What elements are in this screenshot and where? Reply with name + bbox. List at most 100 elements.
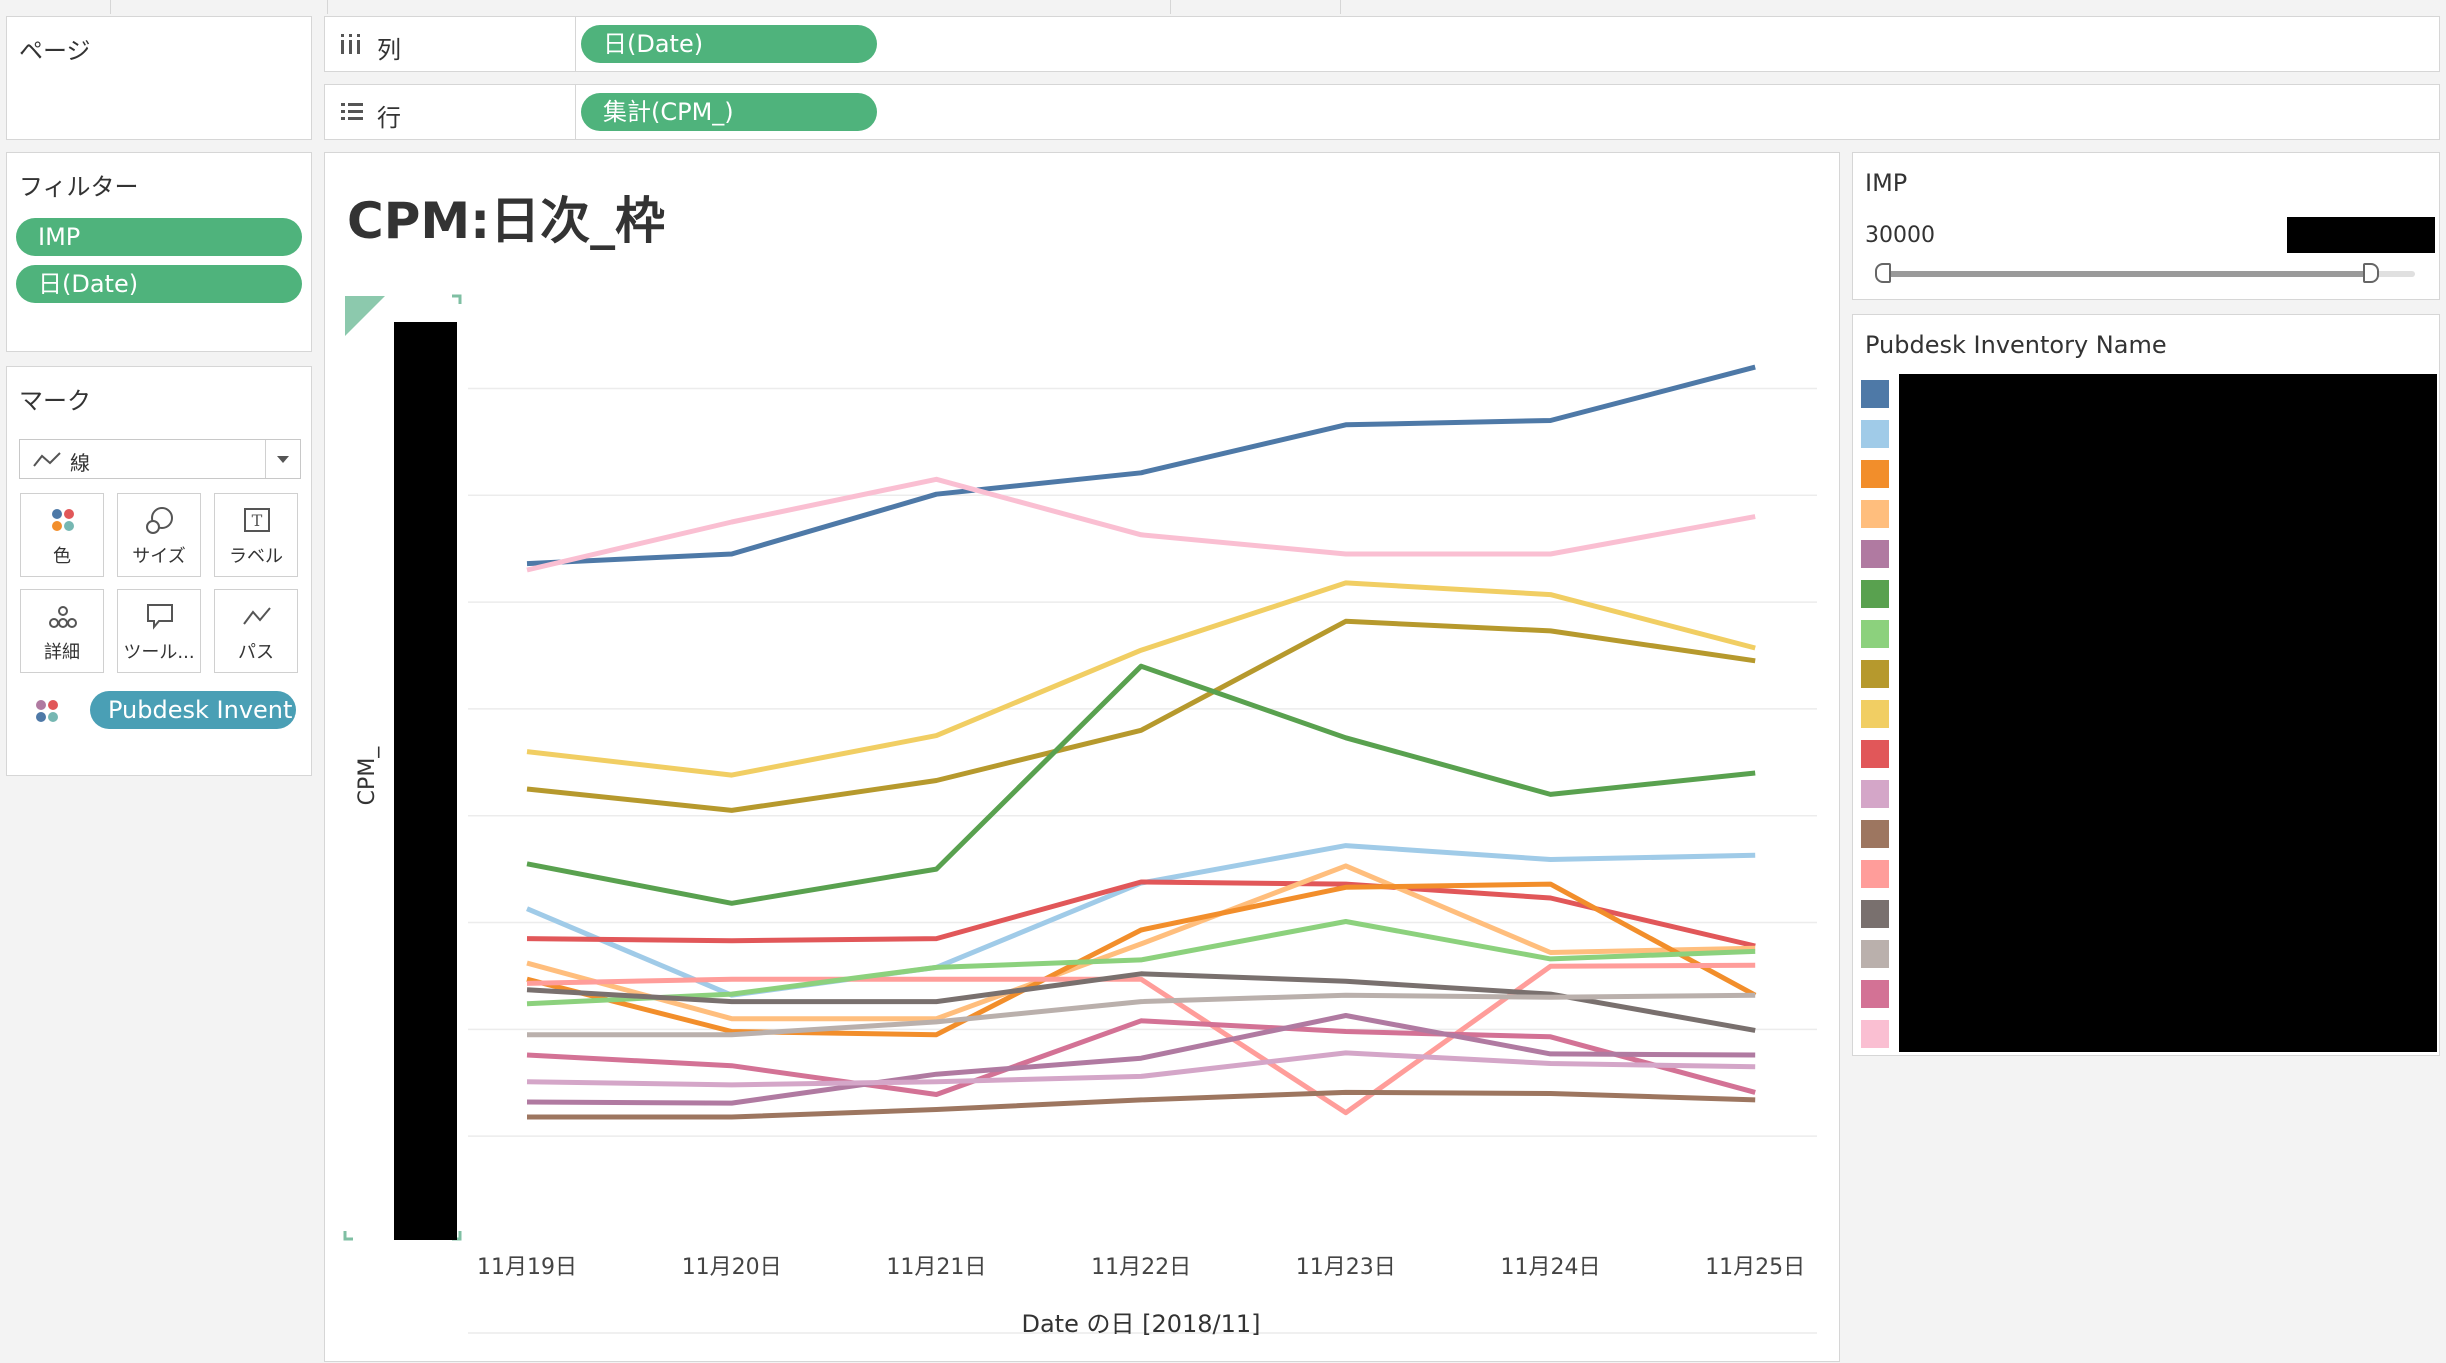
chevron-down-icon[interactable] — [265, 440, 300, 478]
columns-shelf: 列 日(Date) — [324, 16, 2440, 72]
imp-slider-min-handle[interactable] — [1875, 263, 1891, 283]
legend-swatch[interactable] — [1861, 780, 1889, 808]
x-tick-label: 11月19日 — [477, 1255, 577, 1280]
rows-pill-cpm[interactable]: 集計(CPM_) — [581, 93, 877, 131]
filters-title: フィルター — [19, 173, 139, 201]
imp-max-value-redacted — [2287, 217, 2435, 253]
columns-label: 列 — [377, 36, 401, 64]
color-field-pill[interactable]: Pubdesk Invent.. — [90, 691, 296, 729]
worksheet-view[interactable]: CPM:日次_枠 11月19日 11月20日 11月21日 11月22日 11月23日 1… — [324, 152, 1840, 1362]
detail-card[interactable]: 詳細 — [20, 589, 104, 673]
y-axis-redacted-block — [394, 322, 457, 1240]
color-card[interactable]: 色 — [20, 493, 104, 577]
legend-names-redacted — [1899, 374, 2437, 1052]
tooltip-icon — [147, 604, 173, 630]
series-line-8[interactable] — [526, 863, 1756, 1022]
text-label-icon: T — [244, 508, 270, 532]
legend-swatch[interactable] — [1861, 860, 1889, 888]
path-line-icon — [243, 607, 271, 625]
label-card-label: ラベル — [229, 546, 283, 567]
x-tick-label: 11月24日 — [1501, 1255, 1601, 1280]
filter-pill-imp[interactable]: IMP — [16, 218, 302, 256]
legend-swatch[interactable] — [1861, 580, 1889, 608]
shelf-divider — [575, 17, 576, 71]
toolbar-divider — [110, 0, 111, 14]
pages-title: ページ — [19, 37, 91, 65]
size-card[interactable]: サイズ — [117, 493, 201, 577]
path-card[interactable]: パス — [214, 589, 298, 673]
toolbar-divider — [327, 0, 328, 14]
axis-corner-bracket — [343, 1231, 353, 1241]
legend-swatch[interactable] — [1861, 980, 1889, 1008]
line-mark-icon — [33, 452, 61, 467]
legend-swatch[interactable] — [1861, 740, 1889, 768]
series-line-11[interactable] — [526, 919, 1756, 1007]
series-line-15[interactable] — [526, 1013, 1756, 1106]
axis-corner-bracket — [452, 294, 462, 304]
filters-panel: フィルター IMP 日(Date) — [6, 152, 312, 352]
series-line-13[interactable] — [527, 992, 1756, 1038]
x-tick-label: 11月20日 — [682, 1255, 782, 1280]
legend-swatch[interactable] — [1861, 540, 1889, 568]
legend-swatch[interactable] — [1861, 620, 1889, 648]
filter-pill-date[interactable]: 日(Date) — [16, 265, 302, 303]
x-tick-label: 11月21日 — [886, 1255, 986, 1280]
series-line-12[interactable] — [526, 971, 1756, 1033]
color-encoding-icon — [36, 700, 58, 722]
marks-title: マーク — [19, 387, 91, 415]
series-line-16[interactable] — [526, 1050, 1756, 1088]
legend-swatch[interactable] — [1861, 380, 1889, 408]
legend-swatch[interactable] — [1861, 1020, 1889, 1048]
legend-swatch[interactable] — [1861, 900, 1889, 928]
rows-shelf: 行 集計(CPM_) — [324, 84, 2440, 140]
detail-card-label: 詳細 — [44, 642, 80, 663]
line-chart[interactable]: 11月19日 11月20日 11月21日 11月22日 11月23日 11月24日 11月2… — [325, 153, 1841, 1363]
series-line-2[interactable] — [526, 476, 1756, 573]
label-card[interactable]: T ラベル — [214, 493, 298, 577]
legend-swatch[interactable] — [1861, 940, 1889, 968]
size-circles-icon — [146, 507, 173, 534]
series-line-3[interactable] — [526, 580, 1756, 778]
legend-swatch[interactable] — [1861, 700, 1889, 728]
x-tick-label: 11月23日 — [1296, 1255, 1396, 1280]
svg-text:T: T — [252, 511, 263, 530]
color-dots-icon — [52, 509, 74, 531]
x-tick-label: 11月22日 — [1091, 1255, 1191, 1280]
rows-label: 行 — [377, 104, 401, 132]
pages-panel[interactable]: ページ — [6, 16, 312, 140]
series-line-9[interactable] — [526, 881, 1757, 1038]
series-line-14[interactable] — [526, 1018, 1756, 1097]
imp-filter-card: IMP 30000 — [1852, 152, 2440, 300]
rows-icon — [341, 103, 363, 120]
columns-pill-date[interactable]: 日(Date) — [581, 25, 877, 63]
imp-slider-max-handle[interactable] — [2363, 263, 2379, 283]
legend-swatch[interactable] — [1861, 500, 1889, 528]
detail-dots-icon — [49, 606, 77, 628]
path-card-label: パス — [238, 642, 274, 663]
marks-panel: マーク 線 色 サイズ T ラベル — [6, 366, 312, 776]
worksheet-title: CPM:日次_枠 — [347, 192, 666, 250]
legend-swatch[interactable] — [1861, 420, 1889, 448]
mark-type-dropdown[interactable]: 線 — [19, 439, 301, 479]
legend-swatch[interactable] — [1861, 660, 1889, 688]
toolbar-divider — [1340, 0, 1341, 14]
color-card-label: 色 — [53, 546, 71, 567]
imp-slider-range — [1879, 271, 2371, 277]
series-line-4[interactable] — [526, 618, 1756, 813]
axis-corner-triangle — [345, 296, 385, 336]
toolbar-divider — [1170, 0, 1171, 14]
gridlines — [468, 387, 1817, 1334]
series-line-1[interactable] — [526, 364, 1756, 567]
legend-swatch[interactable] — [1861, 460, 1889, 488]
series-line-7[interactable] — [526, 879, 1756, 949]
series-line-17[interactable] — [527, 1089, 1756, 1120]
color-legend: Pubdesk Inventory Name — [1852, 314, 2440, 1056]
x-tick-label: 11月25日 — [1705, 1255, 1805, 1280]
tooltip-card-label: ツール... — [123, 642, 195, 663]
legend-swatch[interactable] — [1861, 820, 1889, 848]
x-axis-title: Date の日 [2018/11] — [1021, 1310, 1260, 1338]
tooltip-card[interactable]: ツール... — [117, 589, 201, 673]
series-line-10[interactable] — [526, 962, 1756, 1116]
series-line-5[interactable] — [526, 663, 1756, 906]
shelf-divider — [575, 85, 576, 139]
